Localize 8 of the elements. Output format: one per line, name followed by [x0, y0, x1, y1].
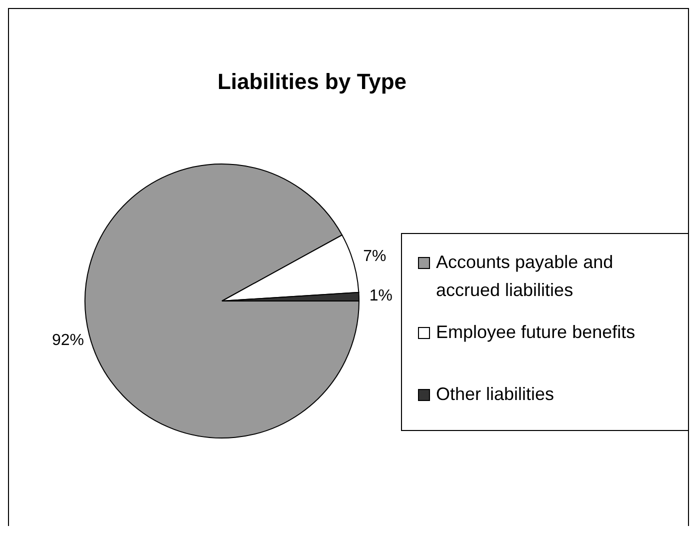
data-label: 92% — [52, 332, 84, 350]
data-label: 7% — [363, 248, 386, 266]
legend-label: Accounts payable and accrued liabilities — [436, 251, 614, 302]
legend-label: Employee future benefits — [436, 321, 636, 344]
chart-title: Liabilities by Type — [216, 69, 408, 95]
data-label: 1% — [369, 288, 392, 305]
pie-slice — [84, 164, 360, 438]
legend-label: Other liabilities — [436, 383, 556, 406]
